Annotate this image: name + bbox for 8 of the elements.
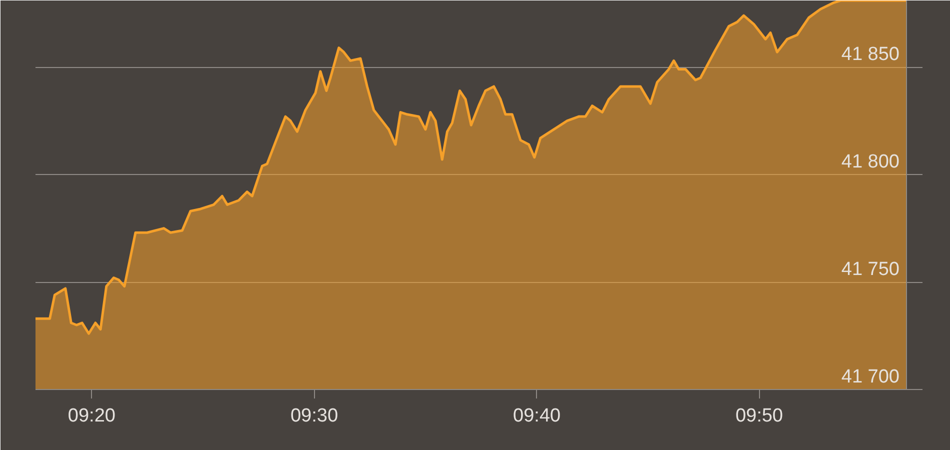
x-tick-label: 09:30 [290, 406, 338, 426]
y-tick-label: 41 850 [841, 44, 900, 66]
x-tick-label: 09:40 [513, 406, 561, 426]
x-tick-label: 09:50 [735, 406, 784, 426]
y-tick-label: 41 800 [841, 152, 900, 173]
x-tick-label: 09:20 [68, 406, 116, 426]
y-tick-label: 41 750 [841, 259, 900, 280]
y-tick-label: 41 700 [841, 366, 900, 388]
